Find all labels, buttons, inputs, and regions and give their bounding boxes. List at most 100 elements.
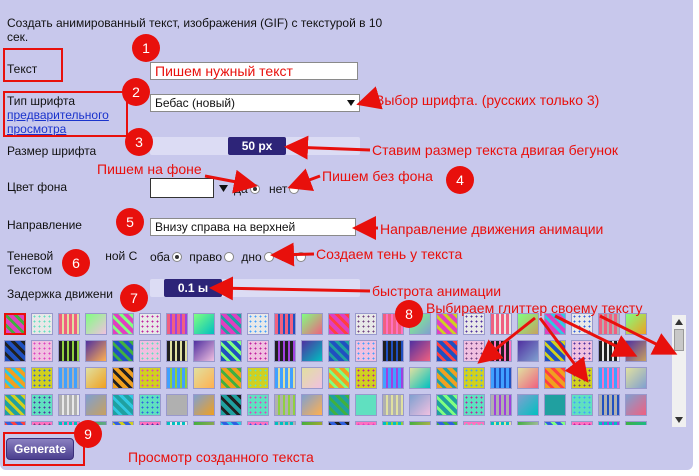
glitter-swatch[interactable] [598,421,620,425]
glitter-swatch[interactable] [112,340,134,362]
glitter-swatch[interactable] [301,394,323,416]
direction-select[interactable]: Внизу справа на верхней [150,218,356,236]
generate-button[interactable]: Generate [6,438,74,460]
glitter-swatch[interactable] [4,394,26,416]
glitter-swatch[interactable] [301,367,323,389]
glitter-swatch[interactable] [517,421,539,425]
glitter-swatch[interactable] [247,421,269,425]
glitter-swatch[interactable] [139,367,161,389]
glitter-swatch[interactable] [598,367,620,389]
text-input[interactable]: Пишем нужный текст [150,62,358,80]
glitter-swatch[interactable] [571,394,593,416]
glitter-swatch[interactable] [274,421,296,425]
glitter-swatch[interactable] [166,367,188,389]
glitter-swatch[interactable] [409,394,431,416]
glitter-swatch[interactable] [409,367,431,389]
shadow-no-radio[interactable] [296,252,307,262]
font-size-slider-thumb[interactable]: 50 рх [228,137,286,155]
glitter-swatch[interactable] [31,394,53,416]
glitter-swatch[interactable] [4,340,26,362]
glitter-swatch[interactable] [301,421,323,425]
glitter-swatch[interactable] [571,313,593,335]
glitter-swatch[interactable] [112,313,134,335]
glitter-swatch[interactable] [112,421,134,425]
glitter-swatch[interactable] [274,313,296,335]
glitter-swatch[interactable] [301,313,323,335]
glitter-swatch[interactable] [220,394,242,416]
glitter-swatch[interactable] [193,367,215,389]
glitter-swatch[interactable] [463,313,485,335]
glitter-swatch[interactable] [31,367,53,389]
glitter-swatch[interactable] [58,367,80,389]
glitter-swatch[interactable] [517,394,539,416]
glitter-swatch[interactable] [112,367,134,389]
glitter-swatch[interactable] [247,394,269,416]
glitter-swatch[interactable] [544,394,566,416]
scroll-down-icon[interactable] [675,417,683,423]
glitter-swatch[interactable] [328,313,350,335]
glitter-swatch[interactable] [193,313,215,335]
glitter-swatch[interactable] [274,340,296,362]
glitter-swatch[interactable] [301,340,323,362]
font-preview-link-cont[interactable]: просмотра [7,122,67,136]
glitter-swatch[interactable] [139,313,161,335]
glitter-swatch[interactable] [328,394,350,416]
glitter-swatch[interactable] [598,394,620,416]
glitter-swatch[interactable] [139,340,161,362]
glitter-swatch[interactable] [625,421,647,425]
glitter-swatch[interactable] [463,421,485,425]
glitter-swatch[interactable] [517,367,539,389]
glitter-swatch[interactable] [31,421,53,425]
glitter-swatch[interactable] [58,313,80,335]
glitter-swatch[interactable] [193,340,215,362]
glitter-swatch[interactable] [436,394,458,416]
bg-color-picker[interactable] [150,178,214,198]
glitter-swatch[interactable] [463,394,485,416]
glitter-swatch[interactable] [247,340,269,362]
glitter-swatch[interactable] [436,367,458,389]
glitter-swatch[interactable] [490,394,512,416]
glitter-swatch[interactable] [409,340,431,362]
glitter-swatch[interactable] [58,394,80,416]
glitter-swatch[interactable] [571,340,593,362]
scroll-up-icon[interactable] [675,319,683,325]
font-preview-link[interactable]: предварительного [7,108,109,122]
glitter-swatch[interactable] [58,340,80,362]
glitter-swatch[interactable] [409,421,431,425]
glitter-swatch[interactable] [274,394,296,416]
glitter-swatch[interactable] [31,313,53,335]
glitter-swatch[interactable] [85,340,107,362]
glitter-swatch[interactable] [31,340,53,362]
glitter-swatch[interactable] [112,394,134,416]
glitter-swatch[interactable] [625,394,647,416]
glitter-swatch[interactable] [490,367,512,389]
glitter-swatch[interactable] [85,394,107,416]
glitter-swatch[interactable] [436,340,458,362]
glitter-swatch[interactable] [355,313,377,335]
glitter-swatch[interactable] [328,421,350,425]
glitter-swatch[interactable] [220,421,242,425]
glitter-swatch[interactable] [355,394,377,416]
glitter-swatch[interactable] [436,421,458,425]
glitter-swatch[interactable] [517,340,539,362]
shadow-right-radio[interactable] [224,252,235,262]
glitter-swatch[interactable] [166,394,188,416]
bg-color-dropdown[interactable] [217,178,231,198]
glitter-swatch[interactable] [355,421,377,425]
delay-slider-thumb[interactable]: 0.1 ы [164,279,222,297]
glitter-swatch[interactable] [4,367,26,389]
glitter-swatch[interactable] [382,421,404,425]
glitter-swatch[interactable] [382,340,404,362]
glitter-swatch[interactable] [193,394,215,416]
glitter-swatch[interactable] [382,367,404,389]
glitter-swatch[interactable] [382,394,404,416]
glitter-swatch[interactable] [85,367,107,389]
glitter-swatch[interactable] [355,340,377,362]
glitter-swatch[interactable] [139,421,161,425]
glitter-swatch[interactable] [328,340,350,362]
glitter-swatch[interactable] [139,394,161,416]
glitter-swatch[interactable] [4,421,26,425]
glitter-swatch[interactable] [625,367,647,389]
glitter-swatch[interactable] [463,367,485,389]
glitter-swatch[interactable] [490,421,512,425]
